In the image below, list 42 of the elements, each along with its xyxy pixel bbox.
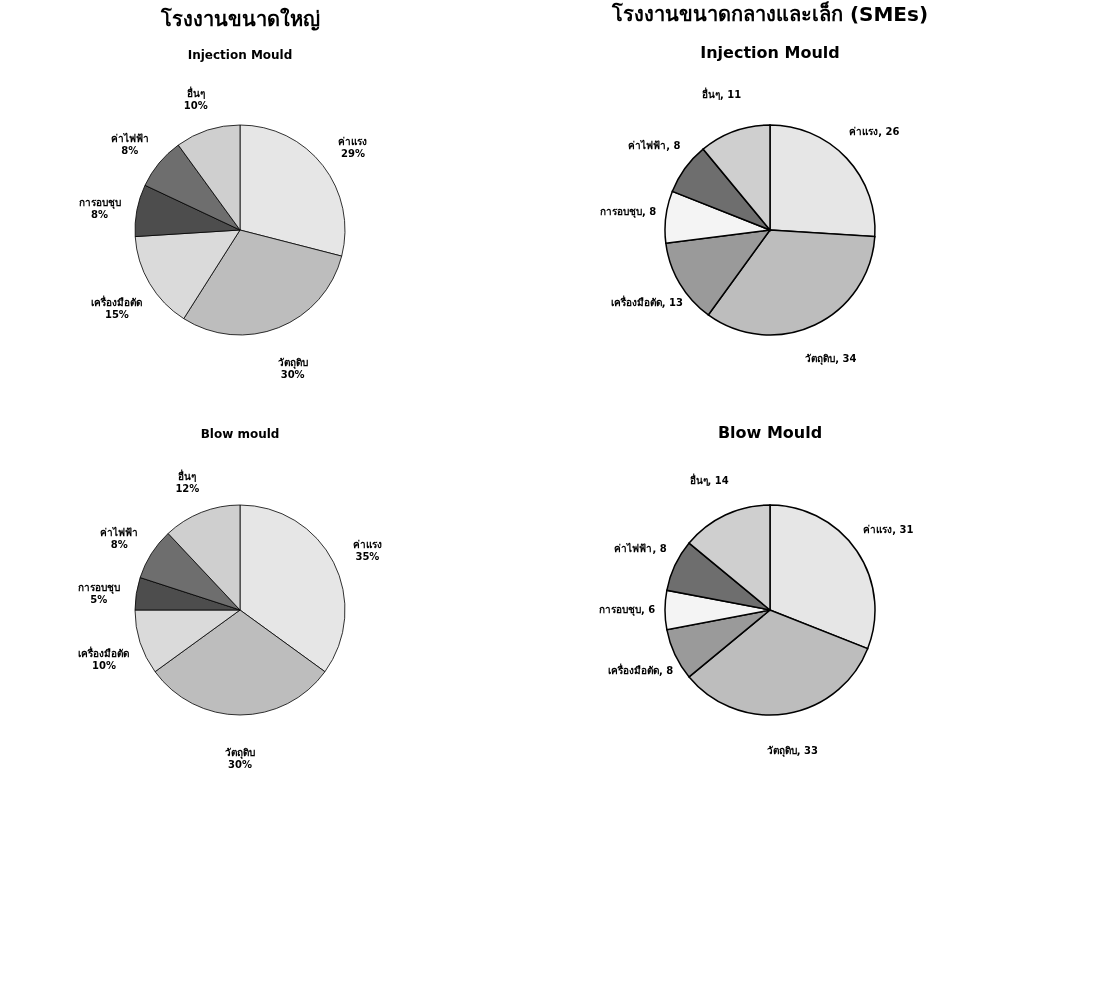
data-label: 5% [90,593,108,605]
data-label: 12% [175,483,200,495]
data-label: 15% [104,308,129,320]
data-label: 10% [183,100,208,111]
slice-label: การอบชุบ, 8 [600,206,657,219]
slice-label: ค่าไฟฟ้า, 8 [628,138,681,151]
slice-label: วัตถุดิบ, 34 [805,353,857,366]
chart-title: โรงงานขนาดใหญ่ [159,7,320,31]
slice-label: ค่าไฟฟ้า [100,526,139,539]
slice-label: วัตถุดิบ [277,356,308,369]
slice-label: อื่นๆ, 14 [689,472,729,487]
slice-label: วัตถุดิบ [225,747,255,759]
slice-label: อื่นๆ, 11 [701,87,742,102]
slice-label: ค่าไฟฟ้า, 8 [614,542,667,555]
slice-label: เครื่องมือตัด [78,646,130,660]
slice-label: เครื่องมือตัด [91,294,143,308]
slice-label: ค่าแรง, 26 [849,126,900,138]
chart-subtitle: Injection Mould [187,48,293,62]
slice-label: อื่นๆ [186,86,205,100]
slice-label: อื่นๆ [178,469,197,484]
data-label: 8% [110,539,128,551]
slice-label: เครื่องมือตัด, 13 [610,294,684,308]
slice-label: ค่าแรง [338,136,368,148]
chart-title: Blow Mould [717,423,823,442]
slice-label: ค่าแรง, 31 [863,523,914,535]
chart-subtitle: Injection Mould [700,43,840,62]
chart-title: โรงงานขนาดกลางและเล็ก (SMEs) [610,1,929,26]
slice-label: วัตถุดิบ, 33 [766,745,819,758]
slice-label: ค่าแรง [352,539,382,551]
slice-label: การอบชุบ [78,197,121,210]
data-label: 35% [355,551,380,563]
data-label: 8% [91,209,109,221]
slice-label: การอบชุบ [77,581,120,594]
data-label: 8% [121,144,139,156]
data-label: 30% [228,759,252,770]
slice-label: การอบชุบ, 6 [598,604,656,616]
chart-title: Blow mould [200,427,280,441]
slice-label: ค่าไฟฟ้า [110,131,149,144]
slice-label: เครื่องมือตัด, 8 [607,662,674,676]
data-label: 30% [280,368,305,380]
data-label: 10% [92,660,116,672]
data-label: 29% [341,148,365,160]
